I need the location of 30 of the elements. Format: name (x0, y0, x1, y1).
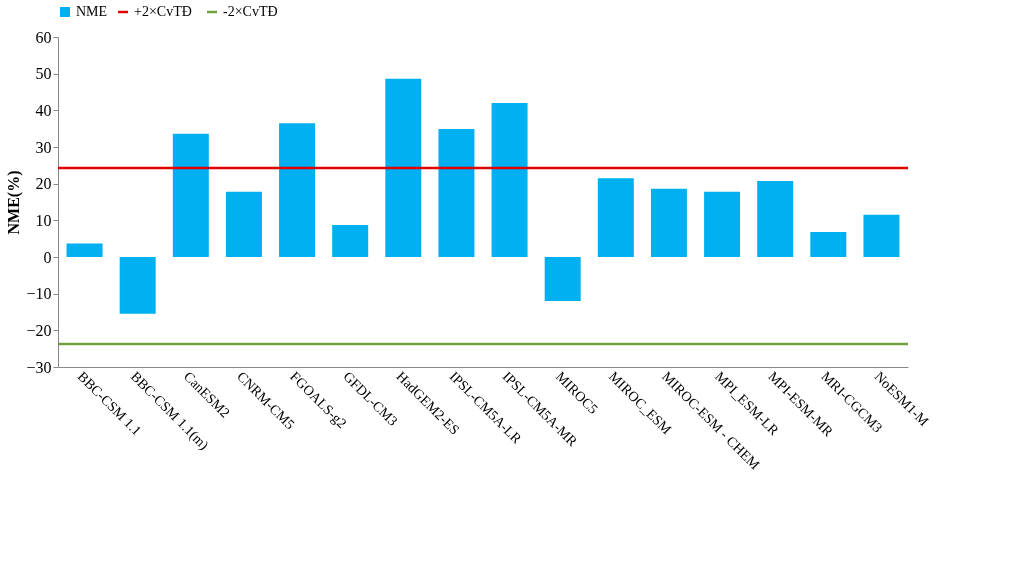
bar (650, 188, 687, 257)
y-tick-label: 30 (35, 138, 52, 156)
legend-label: -2×CvTĐ (223, 4, 278, 19)
bar (757, 181, 794, 257)
bar (66, 243, 103, 257)
bar (332, 225, 369, 257)
y-tick-label: 50 (35, 65, 52, 83)
bar (810, 232, 847, 257)
bar (279, 123, 316, 257)
bar (491, 103, 528, 257)
bar (863, 214, 900, 257)
legend-label: NME (76, 4, 108, 19)
bar (704, 191, 741, 257)
y-tick-label: −10 (26, 285, 52, 303)
y-axis-title: NME(%) (5, 170, 24, 235)
bar (597, 178, 634, 257)
bar (385, 78, 422, 257)
bar (438, 129, 475, 257)
y-tick-label: −30 (26, 358, 52, 376)
y-tick-label: −20 (26, 321, 52, 339)
y-tick-label: 10 (35, 211, 52, 229)
bar (119, 257, 156, 314)
y-tick-label: 60 (35, 28, 52, 46)
y-tick-label: 40 (35, 101, 52, 119)
bar (172, 133, 209, 257)
y-tick-label: 0 (43, 248, 52, 266)
legend-label: +2×CvTĐ (134, 4, 192, 19)
y-tick-label: 20 (35, 175, 52, 193)
bar (544, 257, 581, 301)
bar (225, 191, 262, 257)
